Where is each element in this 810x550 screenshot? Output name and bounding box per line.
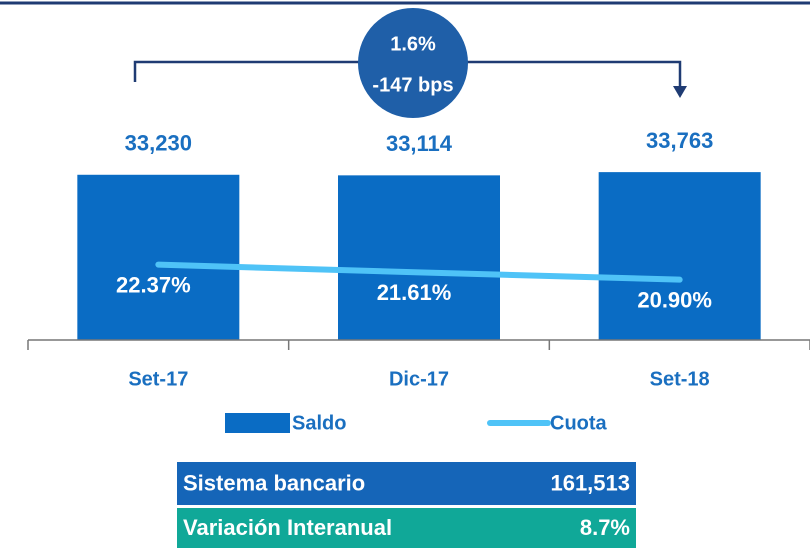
annotation: -147 bps <box>372 74 453 96</box>
legend-label: Cuota <box>550 412 608 434</box>
x-tick-label: Set-17 <box>128 368 188 390</box>
table-cell: Sistema bancario <box>183 470 365 495</box>
bracket-arrow <box>673 86 687 98</box>
value-label: 33,114 <box>386 131 453 156</box>
legend-label: Saldo <box>292 412 346 434</box>
x-tick-label: Set-18 <box>650 368 710 390</box>
annotation: 1.6% <box>390 33 436 55</box>
table-row <box>177 462 636 505</box>
value-label: 33,230 <box>125 131 192 156</box>
table-cell: Variación Interanual <box>183 515 392 540</box>
bar <box>338 175 500 340</box>
legend-swatch <box>225 413 290 433</box>
x-tick-label: Dic-17 <box>389 368 449 390</box>
value-label: 33,763 <box>646 128 713 153</box>
value-label: 20.90% <box>637 287 712 312</box>
line <box>155 261 683 283</box>
bar <box>598 172 761 340</box>
annotation-bubble <box>358 8 468 118</box>
value-label: 22.37% <box>116 272 191 297</box>
bar <box>77 174 240 340</box>
table-cell: 161,513 <box>550 470 630 495</box>
value-label: 21.61% <box>377 280 452 305</box>
table-row <box>177 508 636 548</box>
table-cell: 8.7% <box>580 515 630 540</box>
